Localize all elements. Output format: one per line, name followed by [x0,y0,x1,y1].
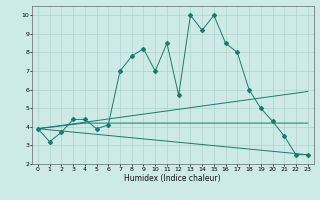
X-axis label: Humidex (Indice chaleur): Humidex (Indice chaleur) [124,174,221,183]
